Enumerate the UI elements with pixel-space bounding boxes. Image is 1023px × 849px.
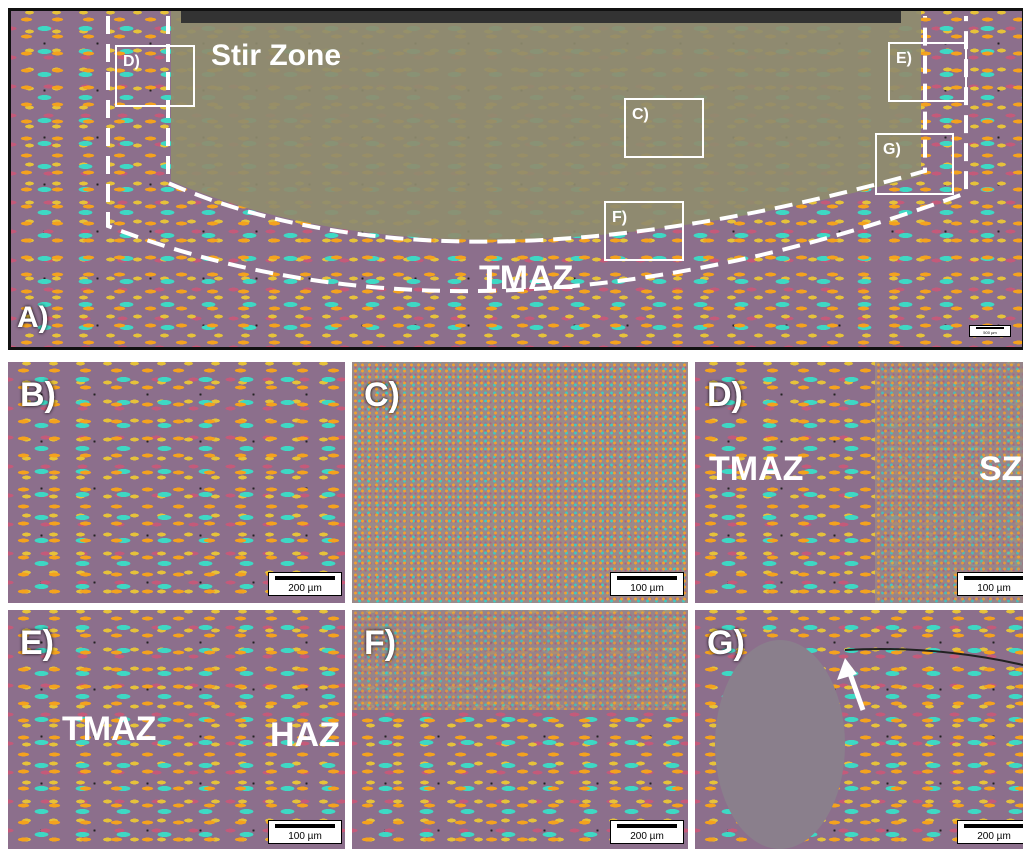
inset-box: F) bbox=[604, 201, 684, 261]
scale-bar-label: 500 µm bbox=[970, 330, 1010, 335]
panel-label: F) bbox=[364, 624, 396, 663]
panel-a: Stir Zone TMAZ D) E) C) G) F) A) 500 µm bbox=[8, 8, 1023, 350]
panel-e: E) TMAZ HAZ 100 µm bbox=[8, 610, 345, 849]
panel-label: B) bbox=[20, 376, 56, 415]
annotation: Stir Zone bbox=[211, 39, 341, 73]
crack bbox=[845, 649, 1023, 665]
inset-box: E) bbox=[888, 42, 967, 102]
annotation: HAZ bbox=[270, 716, 340, 755]
sz-region bbox=[352, 610, 688, 710]
scale-bar-label: 200 µm bbox=[269, 583, 341, 594]
panel-label: D) bbox=[707, 376, 743, 415]
arrow-head bbox=[837, 658, 857, 680]
panel-b: B) 200 µm bbox=[8, 362, 345, 603]
annotation: TMAZ bbox=[62, 710, 156, 749]
scale-bar: 100 µm bbox=[610, 572, 684, 596]
box-label: D) bbox=[123, 53, 140, 71]
panel-label: A) bbox=[17, 301, 49, 335]
figure: Stir Zone TMAZ D) E) C) G) F) A) 500 µm … bbox=[0, 0, 1023, 849]
panel-d: D) TMAZ SZ 100 µm bbox=[695, 362, 1023, 603]
panel-label: E) bbox=[20, 624, 54, 663]
scale-bar-label: 100 µm bbox=[269, 831, 341, 842]
scale-bar: 500 µm bbox=[969, 325, 1011, 337]
inset-box: D) bbox=[115, 45, 195, 107]
scale-bar: 200 µm bbox=[957, 820, 1023, 844]
panel-f: F) 200 µm bbox=[352, 610, 688, 849]
scale-bar-label: 200 µm bbox=[611, 831, 683, 842]
annotation: TMAZ bbox=[709, 450, 803, 489]
box-label: C) bbox=[632, 106, 649, 124]
scale-bar-label: 200 µm bbox=[958, 831, 1023, 842]
inset-box: G) bbox=[875, 133, 954, 195]
scale-bar: 200 µm bbox=[610, 820, 684, 844]
annotation: TMAZ bbox=[479, 259, 573, 298]
box-label: E) bbox=[896, 50, 912, 68]
scale-bar: 200 µm bbox=[268, 572, 342, 596]
panel-label: G) bbox=[707, 624, 745, 663]
scale-bar: 100 µm bbox=[268, 820, 342, 844]
scale-bar-label: 100 µm bbox=[611, 583, 683, 594]
panel-g: G) 200 µm bbox=[695, 610, 1023, 849]
panel-label: C) bbox=[364, 376, 400, 415]
scale-bar-label: 100 µm bbox=[958, 583, 1023, 594]
box-label: G) bbox=[883, 141, 901, 159]
scale-bar: 100 µm bbox=[957, 572, 1023, 596]
panel-c: C) 100 µm bbox=[352, 362, 688, 603]
inset-box: C) bbox=[624, 98, 704, 158]
top-edge bbox=[181, 11, 901, 23]
box-label: F) bbox=[612, 209, 627, 227]
annotation: SZ bbox=[979, 450, 1022, 489]
